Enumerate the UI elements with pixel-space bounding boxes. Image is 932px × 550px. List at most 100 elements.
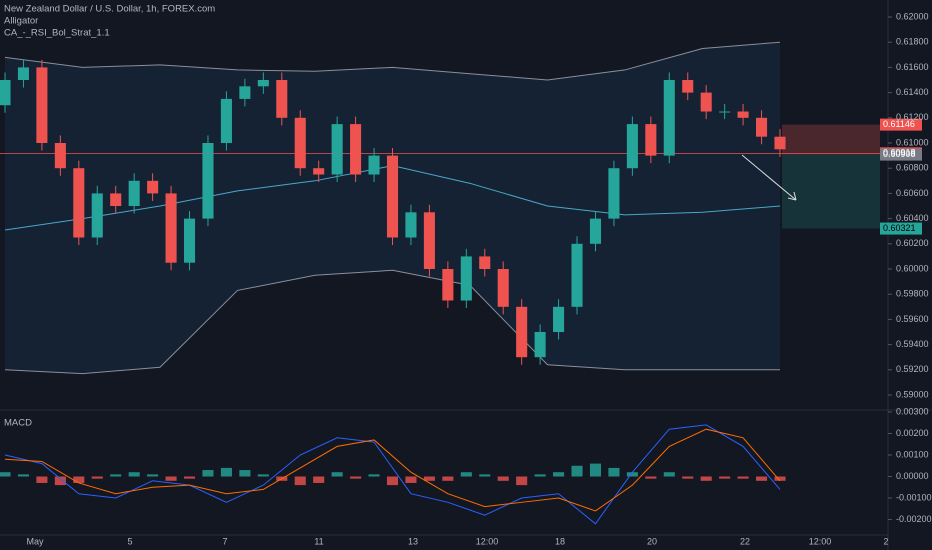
histogram-bar — [737, 476, 749, 479]
candle-body — [294, 117, 306, 169]
chart-title: New Zealand Dollar / U.S. Dollar, 1h, FO… — [4, 4, 215, 15]
y-tick-label: 0.61000 — [896, 137, 929, 147]
histogram-bar — [110, 474, 122, 477]
histogram-bar — [73, 476, 85, 483]
x-tick-label: 11 — [314, 536, 323, 546]
histogram-bar — [682, 476, 694, 479]
y-tick-label: 0.00100 — [896, 449, 929, 459]
x-tick-label: 7 — [222, 536, 227, 546]
y-tick-label: 0.59000 — [896, 389, 929, 399]
y-tick-label: -0.00100 — [896, 492, 932, 502]
candle-body — [497, 269, 509, 307]
indicator-label: Alligator — [4, 16, 38, 27]
price-tag-label: 0.61146 — [883, 119, 915, 129]
arrow-head — [787, 191, 797, 201]
histogram-bar — [239, 470, 251, 477]
candle-body — [516, 306, 528, 358]
y-tick-label: 0.60600 — [896, 188, 929, 198]
histogram-bar — [626, 472, 638, 477]
candle-body — [719, 111, 731, 113]
histogram-bar — [460, 472, 472, 477]
candle-body — [405, 212, 417, 238]
y-tick-label: 0.61200 — [896, 112, 929, 122]
candle-body — [220, 98, 232, 144]
price-tag-label: 0.60918 — [883, 148, 916, 158]
histogram-bar — [17, 474, 29, 477]
price-tag-label: 0.60321 — [883, 223, 916, 233]
indicator-label: CA_-_RSI_Bol_Strat_1.1 — [4, 28, 110, 39]
histogram-bar — [220, 467, 232, 477]
histogram-bar — [719, 476, 731, 479]
y-tick-label: 0.61800 — [896, 37, 929, 47]
y-tick-label: 0.00000 — [896, 471, 929, 481]
x-tick-label: 13 — [408, 536, 418, 546]
y-tick-label: 0.60800 — [896, 163, 929, 173]
y-tick-label: 0.60200 — [896, 238, 929, 248]
y-tick-label: 0.61400 — [896, 87, 929, 97]
histogram-bar — [368, 474, 380, 477]
candle-body — [423, 212, 435, 270]
price-tag — [880, 148, 922, 161]
candle-body — [313, 168, 325, 175]
histogram-bar — [571, 465, 583, 477]
macd-line — [4, 428, 781, 512]
candle-body — [147, 180, 159, 194]
x-tick-label: 2 — [883, 536, 888, 546]
candle-body — [331, 124, 343, 175]
y-tick-label: 0.61600 — [896, 62, 929, 72]
candle-body — [700, 92, 712, 112]
candle-body — [0, 80, 11, 106]
arrow — [741, 154, 797, 201]
candle-body — [183, 218, 196, 263]
x-tick-label: 12:00 — [476, 536, 499, 546]
candle-body — [202, 143, 214, 219]
y-tick-label: 0.00200 — [896, 428, 929, 438]
candle-body — [774, 136, 786, 150]
candle-body — [91, 193, 103, 238]
candle-body — [239, 86, 251, 99]
y-tick-label: 0.59200 — [896, 364, 929, 374]
indicator-line — [4, 41, 781, 81]
stop-zone — [782, 124, 880, 155]
candle-body — [17, 67, 29, 81]
histogram-bar — [54, 476, 66, 486]
candle-body — [608, 168, 620, 219]
histogram-bar — [257, 474, 269, 477]
candle-body — [645, 124, 657, 156]
histogram-bar — [313, 476, 325, 483]
histogram-bar — [423, 476, 435, 481]
macd-title: MACD — [4, 418, 32, 429]
y-tick-label: 0.60400 — [896, 213, 929, 223]
target-zone — [782, 154, 880, 229]
candle-body — [128, 180, 140, 207]
candle-body — [589, 218, 602, 244]
histogram-bar — [294, 476, 306, 486]
x-tick-label: 18 — [555, 536, 565, 546]
histogram-bar — [497, 476, 509, 481]
candle-body — [442, 269, 454, 301]
candle-body — [73, 168, 85, 238]
y-tick-label: 0.00300 — [896, 406, 929, 416]
macd-line — [4, 424, 781, 525]
candle-body — [460, 256, 472, 301]
histogram-bar — [91, 476, 103, 479]
histogram-bar — [165, 476, 177, 481]
x-tick-label: 22 — [740, 536, 750, 546]
histogram-bar — [534, 474, 546, 477]
candle-body — [534, 332, 546, 358]
candle-body — [350, 124, 362, 175]
histogram-bar — [147, 474, 159, 477]
candle-body — [571, 243, 583, 307]
candle-body — [276, 80, 288, 118]
histogram-bar — [202, 470, 214, 477]
histogram-bar — [756, 476, 768, 481]
candle-body — [368, 155, 380, 175]
candle-body — [110, 193, 122, 207]
candle-body — [756, 117, 768, 137]
histogram-bar — [774, 476, 786, 481]
histogram-bar — [386, 476, 399, 486]
candle-body — [257, 80, 269, 87]
y-tick-label: 0.59600 — [896, 314, 929, 324]
